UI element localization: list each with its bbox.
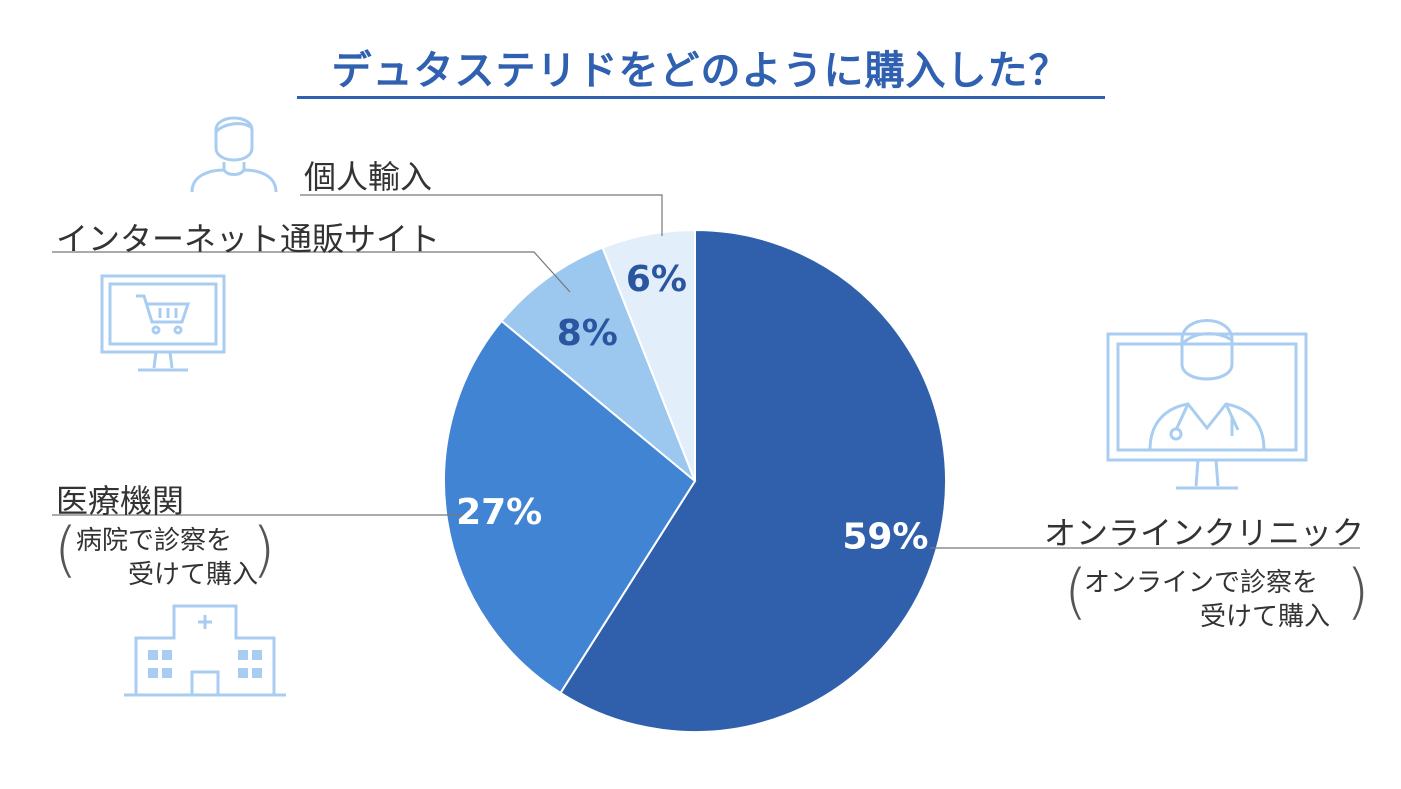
paren-close: ) xyxy=(252,515,276,585)
pie-slice-individual-import xyxy=(601,228,696,482)
pie-slice-online-clinic xyxy=(559,228,947,733)
leader-individual-import xyxy=(300,194,663,236)
value-label-online-shop: 8% xyxy=(557,313,618,354)
sublabel-online-1: オンラインで診察を xyxy=(1084,568,1319,598)
pie-slice-online-shop xyxy=(500,246,696,482)
shopping-cart-monitor-icon xyxy=(100,274,226,372)
pie-slices xyxy=(443,228,947,733)
sublabel-medical-2: 受けて購入 xyxy=(128,560,259,590)
value-labels: 59% 27% 8%6% xyxy=(456,259,928,557)
title-underline xyxy=(297,96,1105,99)
paren-open: ( xyxy=(54,515,78,585)
value-label-individual-import: 6% xyxy=(626,259,687,300)
label-online-clinic: オンラインクリニック xyxy=(1044,514,1365,552)
label-medical-institution: 医療機関 xyxy=(56,482,185,520)
value-label-online-clinic: 59% xyxy=(842,516,928,557)
sublabel-medical-1: 病院で診察を xyxy=(76,526,233,556)
leader-lines xyxy=(52,194,1360,549)
doctor-monitor-icon xyxy=(1106,319,1308,490)
label-online-shop: インターネット通販サイト xyxy=(56,220,441,258)
pie-slice-medical-institution xyxy=(443,319,697,695)
hospital-icon xyxy=(124,604,286,697)
leader-online-shop xyxy=(52,251,571,293)
person-icon xyxy=(190,116,278,193)
paren-close: ) xyxy=(1346,557,1370,627)
label-individual-import: 個人輸入 xyxy=(304,158,433,196)
paren-open: ( xyxy=(1064,557,1088,627)
chart-title: デュタステリドをどのように購入した？ xyxy=(331,48,1070,94)
sublabel-online-2: 受けて購入 xyxy=(1200,602,1331,632)
value-label-medical-institution: 27% xyxy=(456,492,542,533)
